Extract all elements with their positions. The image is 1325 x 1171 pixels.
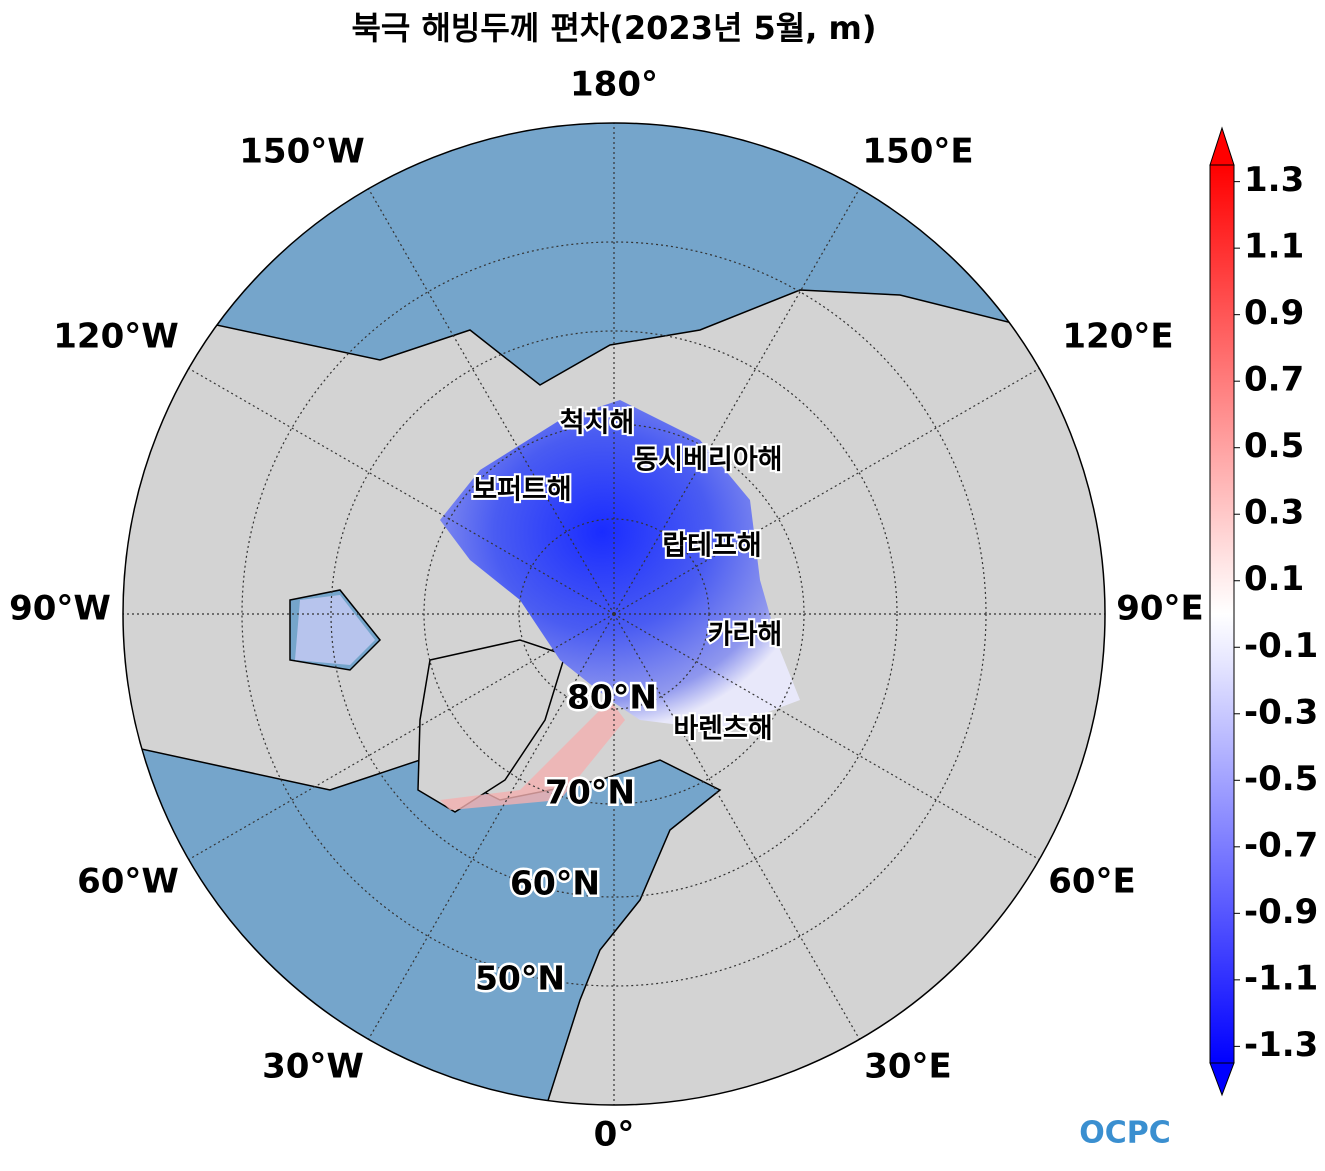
meridian — [613, 613, 1048, 865]
longitude-label: 180° — [570, 65, 658, 105]
map-border — [122, 122, 1106, 1106]
colorbar-tick-label: -0.3 — [1244, 692, 1318, 732]
sea-label: 척치해 — [560, 408, 635, 439]
colorbar-tick-label: -0.9 — [1244, 892, 1318, 932]
sea-label: 동시베리아해 — [633, 445, 782, 476]
sea-label: 바렌츠해 — [673, 714, 772, 745]
sea-label: 카라해 — [708, 620, 783, 651]
latitude-label: 70°N — [545, 773, 635, 812]
longitude-label: 90°E — [1116, 589, 1204, 629]
colorbar-tick-label: 0.1 — [1244, 559, 1304, 599]
meridian — [613, 613, 865, 1048]
meridian — [180, 363, 615, 615]
colorbar-tick-label: 0.7 — [1244, 360, 1304, 400]
sea-label: 보퍼트해 — [472, 475, 571, 506]
longitude-label: 0° — [594, 1115, 635, 1155]
colorbar-tick-label: -1.1 — [1244, 958, 1318, 998]
colorbar-tick-label: -0.7 — [1244, 825, 1318, 865]
longitude-label: 60°W — [77, 862, 179, 902]
meridian — [613, 180, 865, 615]
colorbar-tick-label: 1.1 — [1244, 227, 1304, 267]
longitude-label: 120°E — [1062, 317, 1173, 357]
meridian — [363, 180, 615, 615]
meridian — [363, 613, 615, 1048]
colorbar-tick-label: 0.3 — [1244, 493, 1304, 533]
colorbar-tick-label: 1.3 — [1244, 160, 1304, 200]
latitude-label: 80°N — [567, 678, 657, 717]
title: 북극 해빙두께 편차(2023년 5월, m) — [351, 9, 876, 47]
latitude-label: 60°N — [510, 864, 600, 903]
longitude-label: 90°W — [9, 589, 111, 629]
colorbar-tick-label: -0.1 — [1244, 626, 1318, 666]
sea-label: 랍테프해 — [662, 531, 761, 562]
longitude-label: 30°E — [864, 1047, 952, 1087]
longitude-label: 120°W — [53, 317, 178, 357]
colorbar: 1.3 1.1 0.9 0.7 0.5 0.3 0.1 -0.1 -0.3 -0.5 -0.7 -0.… — [1209, 126, 1318, 1097]
longitude-label: 150°E — [862, 132, 973, 172]
colorbar-tick-label: -0.5 — [1244, 759, 1318, 799]
longitude-label: 60°E — [1048, 862, 1136, 902]
colorbar-tick-label: 0.5 — [1244, 426, 1304, 466]
longitude-label: 30°W — [262, 1047, 364, 1087]
logo: OCPC — [1079, 1116, 1171, 1151]
colorbar-tick-label: 0.9 — [1244, 293, 1304, 333]
latitude-label: 50°N — [475, 959, 565, 998]
colorbar-tick-label: -1.3 — [1244, 1025, 1318, 1065]
longitude-label: 150°W — [239, 132, 364, 172]
meridian — [180, 613, 615, 865]
meridian — [613, 363, 1048, 615]
map — [123, 123, 1105, 1105]
